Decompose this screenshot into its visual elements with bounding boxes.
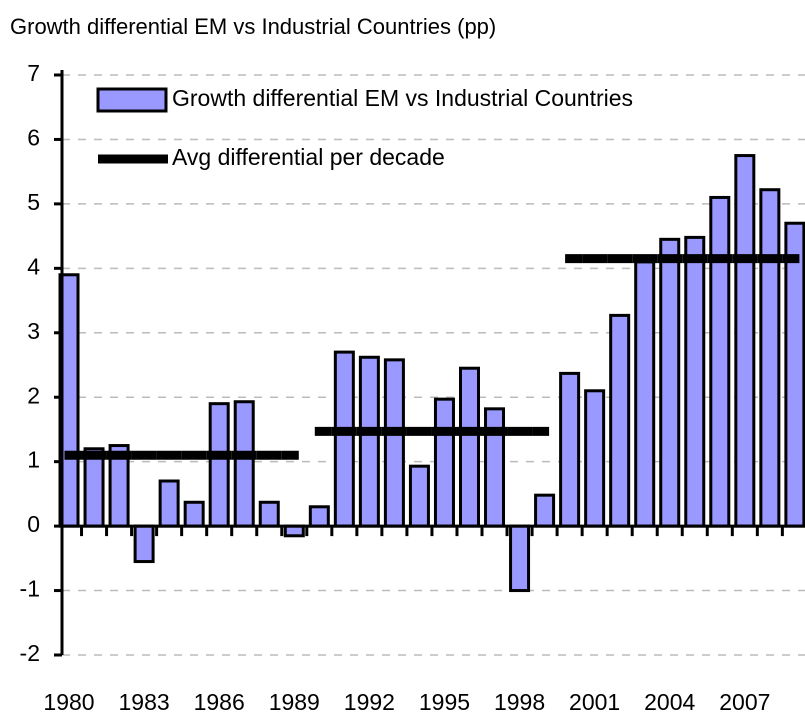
bar — [458, 366, 480, 528]
legend-swatch — [96, 87, 168, 113]
bar — [433, 397, 455, 528]
legend-label: Avg differential per decade — [172, 144, 445, 170]
bar — [258, 500, 280, 528]
bar — [83, 447, 105, 528]
bar — [208, 402, 230, 528]
y-tick-label: 2 — [27, 382, 40, 408]
bar — [709, 195, 731, 528]
x-tick-label: 1992 — [344, 689, 395, 715]
x-tick-label: 1986 — [194, 689, 245, 715]
bar — [534, 493, 556, 528]
bar — [609, 313, 631, 528]
x-tick-label: 2001 — [569, 689, 620, 715]
x-tick-label: 1995 — [419, 689, 470, 715]
x-tick-label: 1998 — [494, 689, 545, 715]
y-tick-label: 1 — [27, 447, 40, 473]
x-tick-label: 1989 — [269, 689, 320, 715]
legend-label: Growth differential EM vs Industrial Cou… — [172, 85, 633, 111]
bar — [158, 479, 180, 528]
y-tick-label: -1 — [20, 576, 40, 602]
y-tick-label: 6 — [27, 125, 40, 151]
y-tick-label: 7 — [27, 60, 40, 86]
bar — [484, 407, 506, 528]
y-tick-label: 3 — [27, 318, 40, 344]
bar — [659, 237, 681, 528]
bar — [509, 524, 531, 593]
y-tick-label: 5 — [27, 189, 40, 215]
bar — [634, 260, 656, 528]
bar — [584, 389, 606, 528]
bar — [559, 371, 581, 528]
bar — [333, 350, 355, 528]
bar — [408, 464, 430, 528]
x-tick-label: 2004 — [644, 689, 695, 715]
bar — [358, 355, 380, 528]
bar — [383, 358, 405, 528]
bar — [734, 154, 756, 528]
x-tick-label: 1983 — [119, 689, 170, 715]
bar — [759, 188, 781, 528]
bar — [233, 400, 255, 528]
bar — [684, 235, 706, 528]
bar — [784, 221, 805, 528]
y-tick-label: -2 — [20, 640, 40, 666]
x-tick-label: 1980 — [43, 689, 94, 715]
bar — [133, 524, 155, 564]
y-tick-label: 4 — [27, 253, 40, 279]
bar — [183, 500, 205, 528]
chart-title: Growth differential EM vs Industrial Cou… — [10, 14, 496, 39]
bar — [308, 505, 330, 528]
y-tick-label: 0 — [27, 511, 40, 537]
x-tick-label: 2007 — [719, 689, 770, 715]
